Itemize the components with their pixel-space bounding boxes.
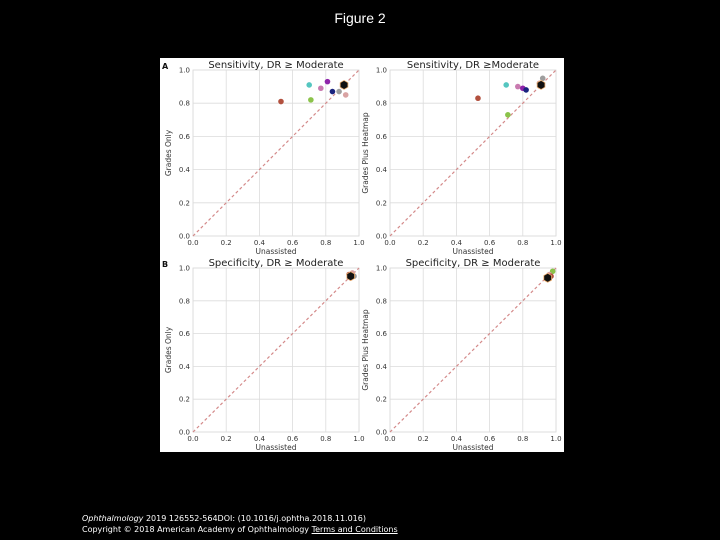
- chart-panel-1: 0.00.0 0.2 0.2 0.4 0.4 0.6 0.6 0.8 0.8 1.0 1.0 Sens…: [162, 60, 365, 256]
- y-tick-label: 0.0: [376, 233, 387, 241]
- x-tick-label: 0.2: [221, 239, 232, 247]
- x-tick-label: 1.0: [353, 239, 364, 247]
- data-point-hexagon: [536, 79, 546, 90]
- reference-diagonal-line: [192, 267, 360, 433]
- data-point: [539, 75, 546, 82]
- x-tick-label: 0.2: [221, 435, 232, 443]
- chart-title: Sensitivity, DR ≥Moderate: [407, 60, 539, 71]
- x-axis-label: Unassisted: [453, 247, 494, 256]
- data-point: [523, 87, 529, 93]
- y-tick-label: 0.6: [376, 330, 388, 338]
- panel-letter: B: [162, 260, 168, 269]
- x-tick-label: 0.4: [254, 435, 266, 443]
- y-axis-label: Grades Only: [164, 129, 173, 176]
- figure-caption: Ophthalmology 2019 126552-564DOI: (10.10…: [82, 513, 398, 535]
- x-tick-label: 0.2: [418, 435, 429, 443]
- data-point: [324, 78, 331, 85]
- slide-title: Figure 2: [334, 10, 386, 26]
- y-axis-label: Grades Only: [164, 326, 173, 373]
- data-point: [308, 97, 314, 103]
- y-tick-label: 0.6: [179, 133, 191, 141]
- data-point: [329, 88, 336, 95]
- x-tick-label: 0.0: [384, 435, 395, 443]
- y-tick-label: 1.0: [179, 67, 190, 75]
- y-tick-label: 1.0: [376, 265, 387, 273]
- y-tick-label: 0.2: [376, 199, 387, 207]
- y-tick-label: 0.6: [179, 330, 191, 338]
- data-point-hexagon: [346, 271, 355, 282]
- data-point: [336, 88, 342, 95]
- chart-panel-3: 0.00.0 0.2 0.2 0.4 0.4 0.6 0.6 0.8 0.8 1.0 1.0 Spec…: [162, 258, 365, 452]
- x-tick-label: 0.4: [254, 239, 266, 247]
- y-tick-label: 0.2: [179, 396, 190, 404]
- copyright-line: Copyright © 2018 American Academy of Oph…: [82, 524, 398, 535]
- citation-line: Ophthalmology 2019 126552-564DOI: (10.10…: [82, 513, 398, 524]
- data-point: [505, 112, 511, 118]
- chart-panel-2: 0.00.0 0.2 0.2 0.4 0.4 0.6 0.6 0.8 0.8 1.0 1.0 Sens…: [361, 60, 562, 256]
- x-tick-label: 1.0: [550, 435, 561, 443]
- reference-diagonal-line: [192, 69, 360, 237]
- x-tick-label: 0.6: [287, 239, 299, 247]
- data-point: [342, 92, 349, 98]
- x-tick-label: 0.2: [418, 239, 429, 247]
- scatter-grid-figure: 0.00.00.20.20.40.40.60.60.80.81.01.0 Sens…: [162, 60, 562, 452]
- y-tick-label: 0.0: [179, 429, 190, 437]
- x-tick-label: 0.6: [484, 435, 496, 443]
- y-tick-label: 0.2: [179, 199, 190, 207]
- citation-details: 2019 126552-564DOI: (10.1016/j.ophtha.20…: [143, 514, 366, 523]
- x-axis-label: Unassisted: [256, 443, 297, 452]
- y-axis-label: Grades Plus Heatmap: [361, 112, 370, 194]
- y-tick-label: 0.4: [179, 363, 191, 371]
- x-tick-label: 0.6: [287, 435, 299, 443]
- x-tick-label: 1.0: [550, 239, 561, 247]
- y-tick-label: 1.0: [376, 67, 387, 75]
- y-tick-label: 0.0: [179, 233, 190, 241]
- x-axis-label: Unassisted: [256, 247, 297, 256]
- chart-title: Sensitivity, DR ≥ Moderate: [208, 60, 343, 71]
- y-tick-label: 0.4: [376, 363, 388, 371]
- data-point-hexagon: [543, 272, 552, 283]
- x-tick-label: 0.4: [451, 435, 463, 443]
- x-tick-label: 0.4: [451, 239, 463, 247]
- journal-name: Ophthalmology: [82, 514, 144, 523]
- data-point: [306, 82, 312, 88]
- y-tick-label: 0.0: [376, 429, 387, 437]
- data-point-hexagon: [339, 79, 349, 90]
- chart-title: Specificity, DR ≥ Moderate: [209, 258, 344, 269]
- reference-diagonal-line: [389, 69, 557, 237]
- panel-letter: A: [162, 62, 169, 71]
- chart-panel-4: 0.00.0 0.2 0.2 0.4 0.4 0.6 0.6 0.8 0.8 1.0 1.0 Spec…: [361, 258, 562, 452]
- y-tick-label: 0.6: [376, 133, 388, 141]
- x-tick-label: 0.0: [384, 239, 395, 247]
- y-tick-label: 0.8: [376, 297, 387, 305]
- x-tick-label: 1.0: [353, 435, 364, 443]
- data-point: [475, 95, 481, 102]
- x-tick-label: 0.8: [320, 435, 331, 443]
- data-point: [503, 82, 510, 88]
- y-tick-label: 0.8: [376, 100, 387, 108]
- y-tick-label: 0.8: [179, 297, 190, 305]
- copyright-text: Copyright © 2018 American Academy of Oph…: [82, 525, 312, 534]
- y-tick-label: 0.4: [179, 166, 191, 174]
- x-axis-label: Unassisted: [453, 443, 494, 452]
- y-tick-label: 0.8: [179, 100, 190, 108]
- terms-link[interactable]: Terms and Conditions: [311, 525, 398, 534]
- y-tick-label: 0.2: [376, 396, 387, 404]
- x-tick-label: 0.8: [517, 239, 528, 247]
- x-tick-label: 0.8: [320, 239, 331, 247]
- reference-diagonal-line: [389, 267, 557, 433]
- x-tick-label: 0.8: [517, 435, 528, 443]
- data-point: [515, 83, 521, 90]
- y-tick-label: 0.4: [376, 166, 388, 174]
- x-tick-label: 0.0: [187, 239, 198, 247]
- data-point: [318, 85, 324, 92]
- x-tick-label: 0.0: [187, 435, 198, 443]
- figure-panel: 0.0 0.0 0.2 0.2 0.4 0.4 0.6 0.6 0.8 0.8 1.0 1.0 Sens…: [160, 58, 564, 452]
- y-tick-label: 1.0: [179, 265, 190, 273]
- x-tick-label: 0.6: [484, 239, 496, 247]
- chart-title: Specificity, DR ≥ Moderate: [406, 258, 541, 269]
- y-axis-label: Grades Plus Heatmap: [361, 309, 370, 391]
- data-point: [278, 98, 284, 105]
